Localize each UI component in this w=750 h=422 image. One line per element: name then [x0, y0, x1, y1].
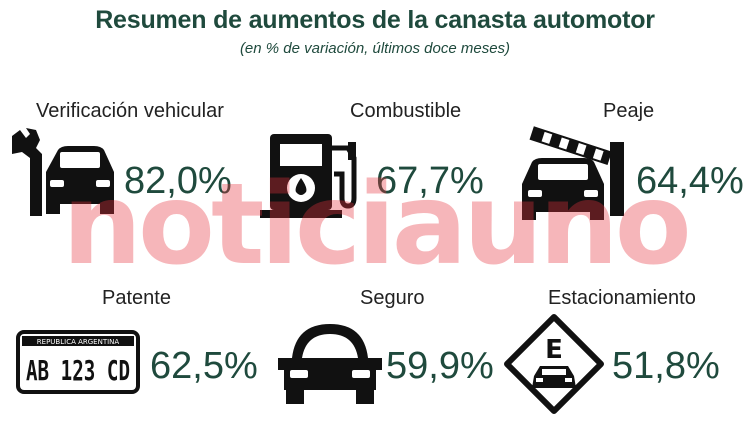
- plate-country-text: REPUBLICA ARGENTINA: [37, 338, 120, 346]
- fuel-pump-icon: [260, 134, 357, 218]
- item-value-peaje: 64,4%: [636, 160, 744, 202]
- item-label-estacionamiento: Estacionamiento: [548, 287, 696, 309]
- toll-barrier-icon: [522, 126, 624, 220]
- item-value-verificacion: 82,0%: [124, 160, 232, 202]
- plate-number-text: AB 123 CD: [26, 354, 130, 387]
- wrench-car-icon: [12, 128, 114, 216]
- parking-sign-icon: E: [504, 314, 604, 414]
- item-value-patente: 62,5%: [150, 345, 258, 387]
- car-icon: [278, 324, 382, 404]
- item-value-combustible: 67,7%: [376, 160, 484, 202]
- page-title: Resumen de aumentos de la canasta automo…: [95, 6, 655, 34]
- item-label-patente: Patente: [102, 287, 171, 309]
- item-label-verificacion: Verificación vehicular: [36, 100, 224, 122]
- item-label-seguro: Seguro: [360, 287, 425, 309]
- item-value-estacionamiento: 51,8%: [612, 345, 720, 387]
- item-label-peaje: Peaje: [603, 100, 655, 122]
- item-value-seguro: 59,9%: [386, 345, 494, 387]
- item-label-combustible: Combustible: [350, 100, 462, 122]
- license-plate-icon: REPUBLICA ARGENTINA AB 123 CD: [16, 330, 140, 394]
- parking-sign-letter: E: [545, 335, 563, 365]
- page-subtitle: (en % de variación, últimos doce meses): [239, 40, 511, 57]
